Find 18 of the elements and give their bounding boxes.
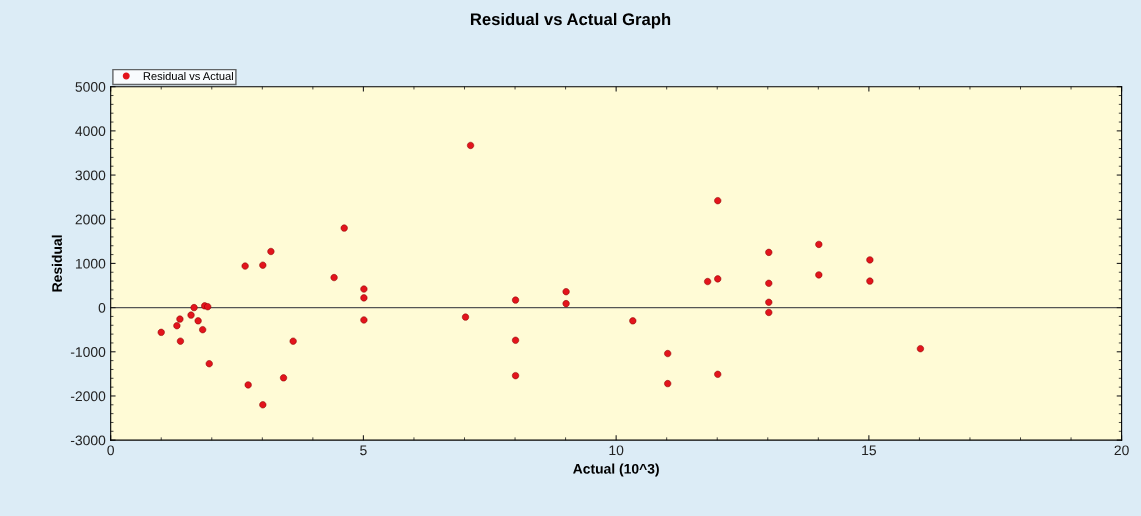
chart-title: Residual vs Actual Graph — [470, 12, 671, 29]
x-tick-label: 5 — [360, 445, 367, 456]
y-tick-label: -3000 — [70, 435, 106, 446]
x-tick-label: 0 — [107, 445, 114, 456]
y-tick-label: 4000 — [75, 126, 106, 137]
y-tick-label: 3000 — [75, 170, 106, 181]
x-tick-label: 10 — [609, 445, 624, 456]
y-tick-label: 5000 — [75, 82, 106, 92]
y-axis-title: Residual — [51, 235, 62, 292]
y-tick-label: 1000 — [75, 258, 106, 269]
y-tick-label: 2000 — [75, 214, 106, 225]
x-tick-label: 20 — [1114, 445, 1129, 456]
y-tick-label: 0 — [98, 302, 106, 313]
x-axis-title: Actual (10^3) — [573, 463, 659, 477]
legend-label: Residual vs Actual — [143, 71, 233, 81]
x-tick-label: 15 — [862, 445, 877, 456]
y-tick-label: -2000 — [70, 391, 106, 402]
y-tick-label: -1000 — [70, 347, 106, 357]
